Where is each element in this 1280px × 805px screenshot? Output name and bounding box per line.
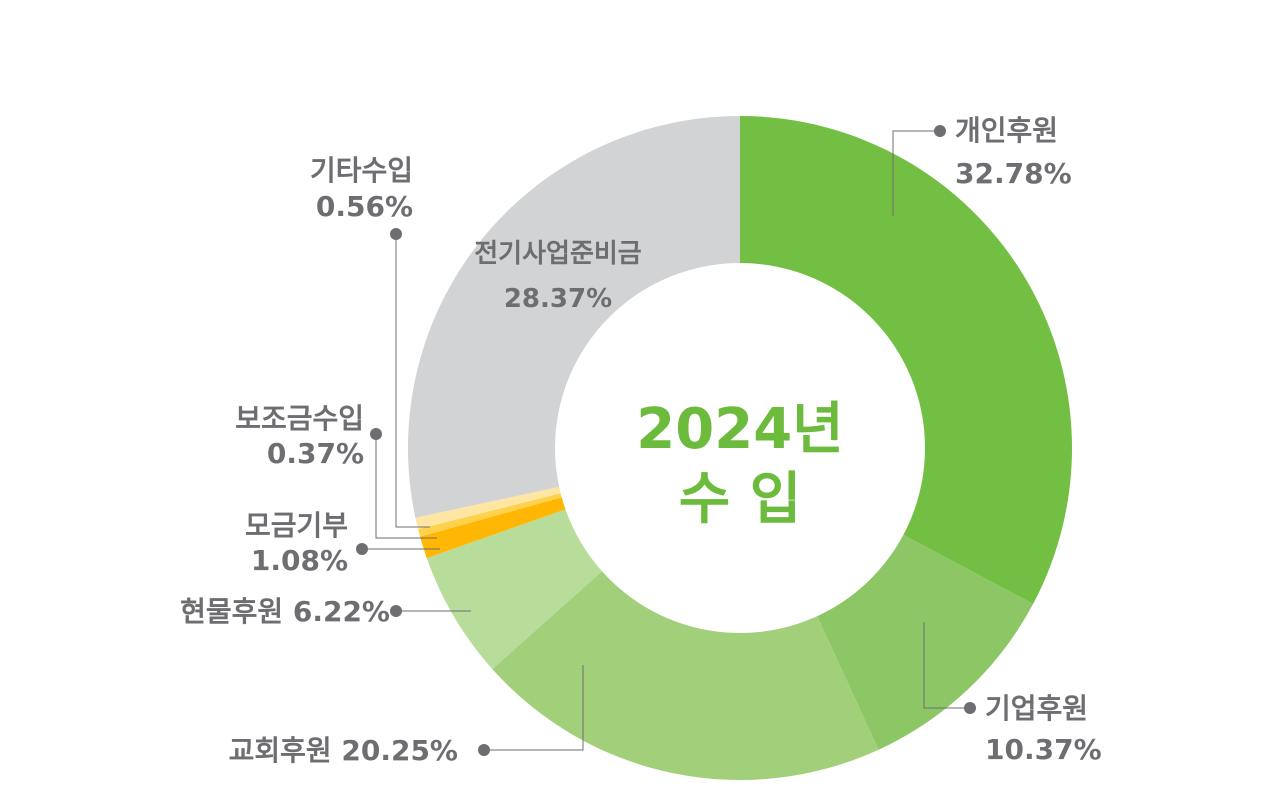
slice-6 (415, 486, 561, 530)
leader-dot-2 (478, 744, 490, 756)
slice-2 (492, 571, 879, 780)
slice-label-4: 모금기부 (245, 509, 348, 542)
leader-dot-3 (390, 605, 402, 617)
slice-label-2: 교회후원 20.25% (229, 734, 458, 767)
slice-label-0: 개인후원 (955, 114, 1058, 147)
slice-1 (817, 534, 1034, 750)
slice-pct-1: 10.37% (985, 733, 1102, 766)
leader-line-6 (395, 234, 430, 528)
leader-dot-5 (370, 428, 382, 440)
slice-label-7: 전기사업준비금 (474, 239, 642, 269)
leader-dot-6 (390, 228, 402, 240)
slice-3 (426, 509, 603, 670)
slice-4 (420, 497, 566, 559)
slice-pct-5: 0.37% (267, 437, 364, 470)
slice-label-3: 현물후원 6.22% (180, 595, 390, 628)
slice-pct-0: 32.78% (955, 157, 1072, 190)
slice-pct-7: 28.37% (504, 284, 612, 314)
slice-label-5: 보조금수입 (235, 402, 364, 435)
leader-dot-1 (964, 702, 976, 714)
leader-lines (356, 125, 976, 756)
slice-0 (740, 116, 1072, 604)
leader-line-0 (892, 130, 940, 216)
labels: 개인후원 32.78% 기업후원 10.37% 교회후원 20.25% 현물후원 6.22… (180, 114, 1102, 767)
center-title-year: 2024년 (636, 397, 843, 462)
slice-label-6: 기타수입 (310, 154, 413, 187)
slice-7 (407, 116, 740, 518)
leader-dot-4 (356, 543, 368, 555)
slices (407, 116, 1072, 780)
leader-dot-0 (934, 125, 946, 137)
leader-line-5 (375, 434, 437, 539)
leader-line-1 (923, 622, 970, 709)
leader-line-2 (484, 665, 584, 751)
slice-5 (418, 493, 562, 537)
slice-label-1: 기업후원 (985, 692, 1088, 725)
center-title-income: 수 입 (679, 467, 802, 532)
slice-pct-4: 1.08% (251, 544, 348, 577)
slice-pct-6: 0.56% (316, 190, 413, 223)
